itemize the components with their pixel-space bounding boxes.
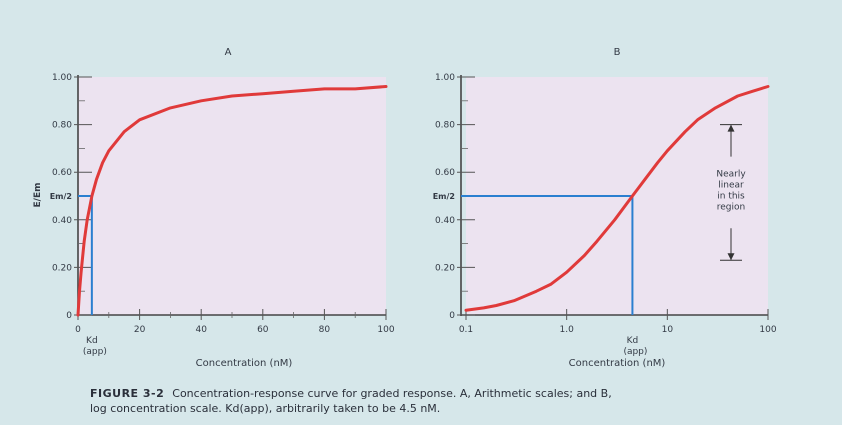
panel-b-y-tick-label: 0.20 xyxy=(435,263,455,273)
panel-a-kd-label: Kd xyxy=(86,336,98,346)
panel-b-kd-label: Kd xyxy=(627,336,639,346)
panel-b-chart: B Concentration (nM) 0 0.20 0.40 0.60 0.80 1.… xyxy=(433,47,777,369)
panel-b-x-tick-label: 10 xyxy=(662,325,674,335)
panel-b-kd-app-label: (app) xyxy=(623,347,647,357)
panel-a-em2-label: Em/2 xyxy=(50,192,72,201)
panel-b-response-curve xyxy=(464,85,770,312)
linear-region-note: in this xyxy=(717,192,745,202)
panel-a-x-tick-label: 40 xyxy=(195,325,207,335)
panel-a-y-tick-label: 0.80 xyxy=(52,121,72,131)
panel-b-y-tick-label: 0.60 xyxy=(435,168,455,178)
panel-b-x-tick-label: 100 xyxy=(759,325,776,335)
panel-a-response-curve xyxy=(76,85,388,317)
panel-a-y-tick-label: 0 xyxy=(66,311,72,321)
panel-a-title: A xyxy=(225,47,232,58)
panel-a-y-tick-label: 0.20 xyxy=(52,263,72,273)
panel-b-x-axis-label: Concentration (nM) xyxy=(569,358,666,369)
figure-caption: FIGURE 3-2 Concentration-response curve f… xyxy=(90,386,790,416)
panel-a-x-tick-label: 80 xyxy=(319,325,331,335)
panel-a-y-tick-label: 1.00 xyxy=(52,73,72,83)
panel-b-x-tick-label: 1.0 xyxy=(560,325,575,335)
linear-region-note: Nearly xyxy=(716,170,746,180)
panel-a-y-tick-label: 0.40 xyxy=(52,216,72,226)
panel-a-y-axis-label: E/Em xyxy=(33,183,43,208)
linear-region-note: linear xyxy=(718,181,744,191)
panel-a-x-tick-label: 100 xyxy=(377,325,394,335)
caption-figure-number: FIGURE 3-2 xyxy=(90,387,165,400)
linear-region-note: region xyxy=(717,203,745,213)
panel-b-x-tick-label: 0.1 xyxy=(459,325,473,335)
panel-a-chart: A Concentration (nM) E/Em 0 0.20 0.40 0.60 0… xyxy=(33,47,395,369)
panel-b-y-tick-label: 0.40 xyxy=(435,216,455,226)
panel-a-kd-app-label: (app) xyxy=(83,347,107,357)
panel-b-y-tick-label: 1.00 xyxy=(435,73,455,83)
panel-a-x-tick-label: 20 xyxy=(134,325,146,335)
panel-a-x-axis-label: Concentration (nM) xyxy=(196,358,293,369)
panel-a-plot-area xyxy=(78,77,386,315)
panel-b-title: B xyxy=(614,47,621,58)
panel-a-x-tick-label: 60 xyxy=(257,325,269,335)
caption-line-2: log concentration scale. Kd(app), arbitr… xyxy=(90,402,441,415)
panel-b-y-tick-label: 0 xyxy=(449,311,455,321)
arrow-up-icon xyxy=(727,124,735,132)
panel-b-y-tick-label: 0.80 xyxy=(435,121,455,131)
panel-a-x-tick-label: 0 xyxy=(75,325,81,335)
caption-line-1: Concentration-response curve for graded … xyxy=(172,387,612,400)
arrow-down-icon xyxy=(727,253,735,261)
panel-b-em2-label: Em/2 xyxy=(433,192,455,201)
panel-a-y-tick-label: 0.60 xyxy=(52,168,72,178)
